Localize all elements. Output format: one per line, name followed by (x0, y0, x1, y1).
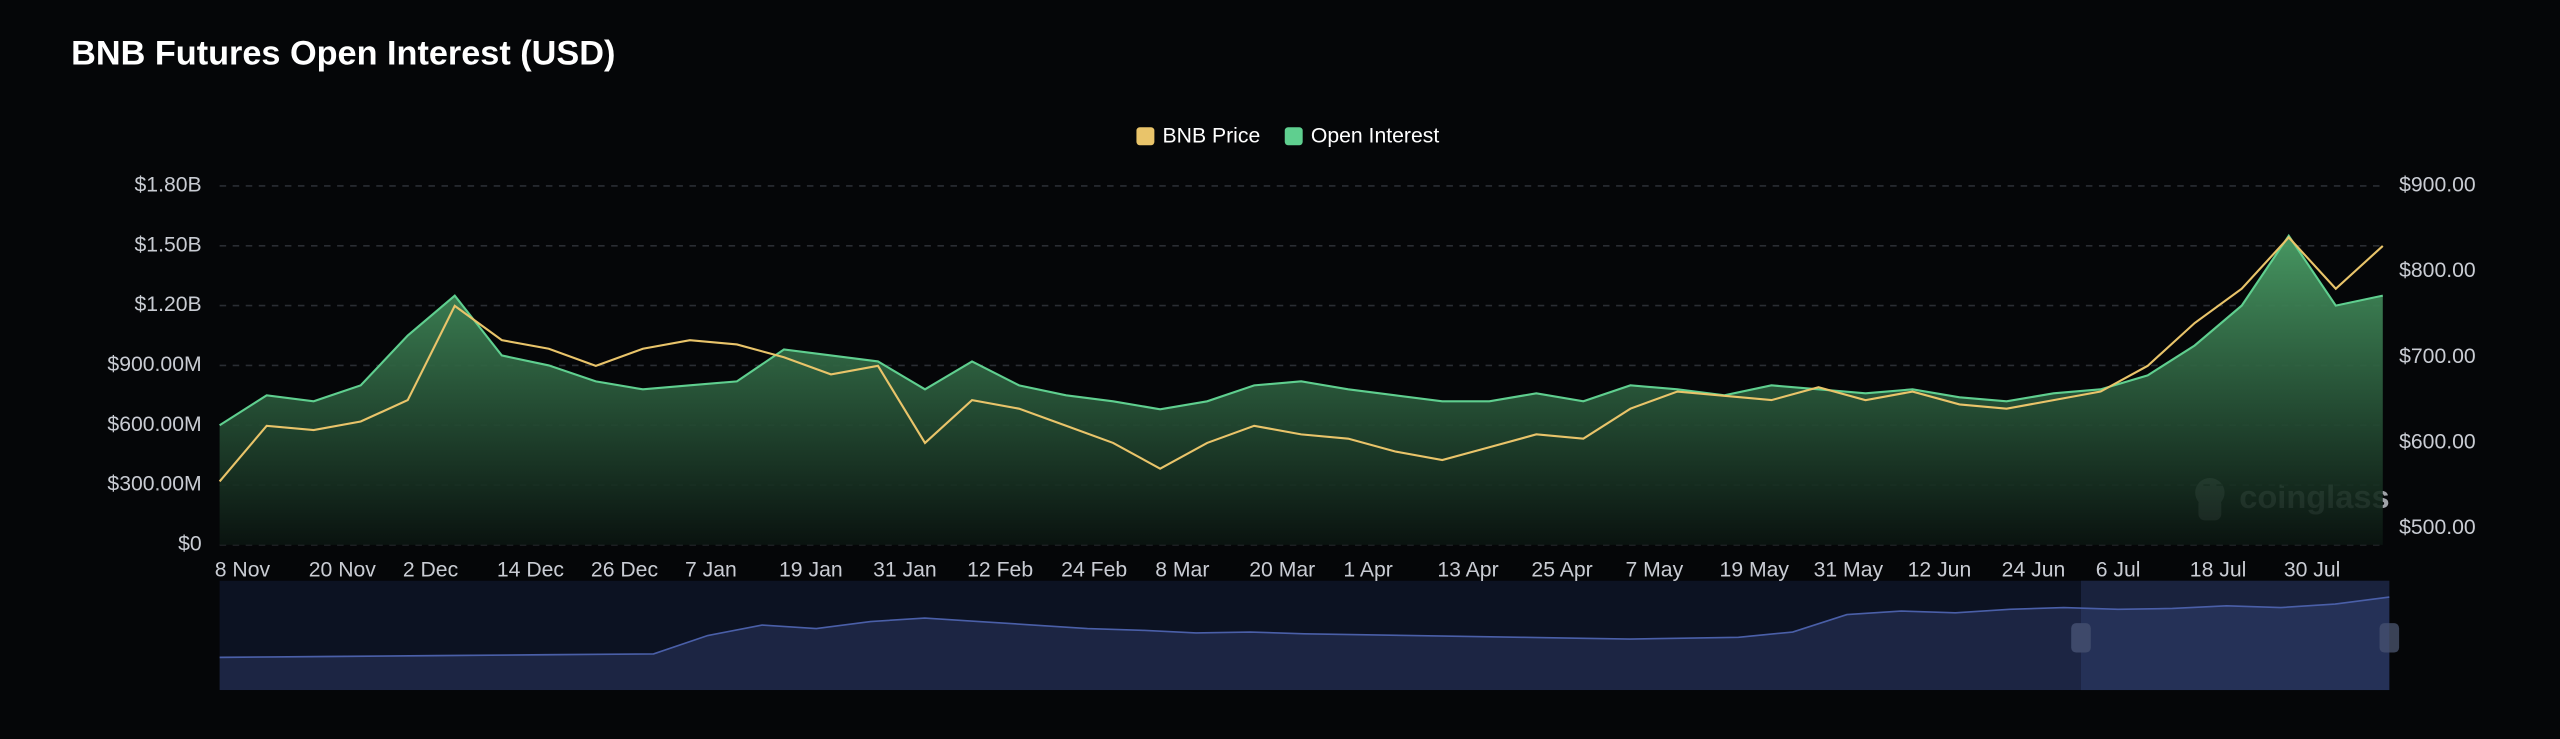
x-tick-label: 31 May (1814, 559, 1884, 582)
navigator-selection[interactable] (2080, 580, 2390, 691)
x-tick-label: 7 May (1625, 559, 1683, 582)
x-tick-label: 31 Jan (873, 559, 937, 582)
area-fill (219, 235, 2383, 545)
x-tick-label: 12 Feb (967, 559, 1033, 582)
x-tick-label: 8 Nov (215, 559, 271, 582)
x-tick-label: 26 Dec (591, 559, 659, 582)
x-tick-label: 25 Apr (1531, 559, 1592, 582)
y2-tick-label: $500.00 (2399, 516, 2476, 539)
legend-label: BNB Price (1163, 125, 1261, 148)
x-tick-label: 14 Dec (497, 559, 565, 582)
x-tick-label: 20 Mar (1249, 559, 1315, 582)
x-tick-label: 30 Jul (2284, 559, 2341, 582)
y-tick-label: $1.20B (135, 293, 202, 316)
x-tick-label: 24 Jun (2002, 559, 2066, 582)
y2-tick-label: $600.00 (2399, 431, 2476, 454)
y-tick-label: $0 (178, 532, 202, 555)
price-line (218, 235, 2384, 483)
navigator-area (219, 597, 2390, 691)
y-tick-label: $1.50B (135, 233, 202, 256)
x-tick-label: 19 May (1720, 559, 1790, 582)
x-tick-label: 2 Dec (403, 559, 459, 582)
x-tick-label: 7 Jan (685, 559, 737, 582)
x-tick-label: 20 Nov (309, 559, 377, 582)
y-tick-label: $300.00M (107, 473, 201, 496)
y-tick-label: $1.80B (135, 174, 202, 197)
navigator-handle[interactable] (2379, 623, 2400, 653)
x-tick-label: 13 Apr (1437, 559, 1498, 582)
y2-tick-label: $900.00 (2399, 174, 2476, 197)
y-tick-label: $600.00M (107, 413, 201, 436)
x-tick-label: 6 Jul (2096, 559, 2141, 582)
y2-tick-label: $800.00 (2399, 259, 2476, 282)
legend-swatch (1284, 127, 1303, 146)
x-tick-label: 19 Jan (779, 559, 843, 582)
x-tick-label: 18 Jul (2190, 559, 2247, 582)
navigator-handle[interactable] (2071, 623, 2091, 653)
y2-tick-label: $700.00 (2399, 345, 2476, 368)
chart-title: BNB Futures Open Interest (USD) (71, 35, 615, 73)
y-tick-label: $900.00M (107, 353, 201, 376)
navigator-line (219, 596, 2390, 659)
legend-label: Open Interest (1311, 125, 1439, 148)
navigator-bg (219, 580, 2390, 691)
x-tick-label: 12 Jun (1908, 559, 1972, 582)
x-tick-label: 8 Mar (1155, 559, 1209, 582)
legend-swatch (1136, 127, 1155, 146)
x-tick-label: 1 Apr (1343, 559, 1392, 582)
area-line (219, 233, 2384, 427)
x-tick-label: 24 Feb (1061, 559, 1127, 582)
